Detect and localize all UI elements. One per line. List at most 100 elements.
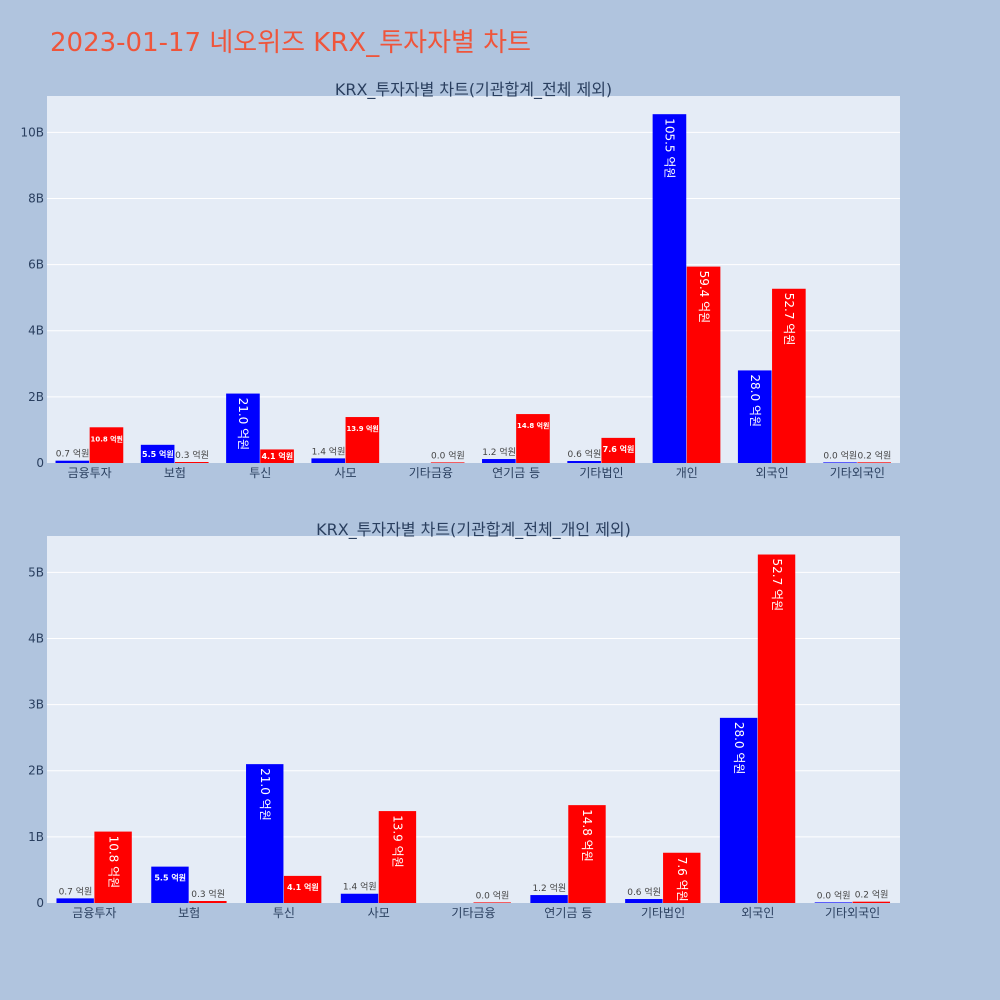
y-tick-label: 5B [28, 565, 44, 579]
bar [260, 449, 294, 463]
x-tick-label: 기타외국인 [830, 466, 885, 480]
bar [852, 901, 891, 903]
bar-value-label: 59.4 억원 [697, 271, 711, 324]
x-tick-label: 사모 [368, 906, 390, 920]
bar-value-label: 13.9 억원 [346, 424, 378, 433]
bar-value-label: 1.2 억원 [482, 446, 516, 458]
bar [652, 114, 687, 463]
x-tick-label: 연기금 등 [544, 906, 592, 920]
bar-value-label: 52.7 억원 [770, 559, 784, 612]
bar-value-label: 0.3 억원 [175, 449, 209, 461]
bar [378, 811, 417, 903]
y-tick-label: 6B [28, 258, 44, 272]
bar [340, 893, 379, 903]
bar-value-label: 0.3 억원 [191, 888, 225, 900]
bar [530, 895, 568, 903]
y-tick-label: 2B [28, 764, 44, 778]
bar-value-label: 0.7 억원 [56, 448, 90, 460]
x-tick-label: 금융투자 [68, 466, 112, 480]
y-tick-label: 3B [28, 698, 44, 712]
bar-value-label: 0.2 억원 [855, 889, 889, 901]
bar-value-label: 1.4 억원 [343, 881, 377, 893]
bar-value-label: 0.0 억원 [431, 449, 465, 461]
x-tick-label: 외국인 [741, 906, 774, 920]
bar-value-label: 10.8 억원 [106, 836, 120, 889]
bar [719, 717, 758, 903]
bar-value-label: 7.6 억원 [603, 444, 635, 454]
y-tick-label: 0 [36, 456, 44, 470]
bar-value-label: 5.5 억원 [154, 873, 186, 883]
bar-value-label: 14.8 억원 [580, 809, 594, 862]
bar-value-label: 10.8 억원 [91, 434, 123, 443]
bar-value-label: 1.2 억원 [532, 882, 566, 894]
bar [140, 444, 175, 463]
x-tick-label: 투신 [249, 466, 271, 480]
bar-value-label: 28.0 억원 [748, 374, 762, 427]
bar [625, 899, 663, 903]
bar [757, 554, 796, 903]
bar [814, 902, 853, 903]
x-tick-label: 보험 [164, 466, 186, 480]
x-tick-label: 개인 [676, 466, 698, 480]
bar-value-label: 0.2 억원 [858, 449, 892, 461]
bar [246, 764, 284, 903]
bar-value-label: 0.0 억원 [476, 889, 510, 901]
page-title: 2023-01-17 네오위즈 KRX_투자자별 차트 [50, 28, 532, 58]
y-tick-label: 1B [28, 830, 44, 844]
bar-value-label: 0.7 억원 [59, 885, 93, 897]
bar [772, 288, 806, 463]
x-tick-label: 기타외국인 [825, 906, 880, 920]
chart-title: KRX_투자자별 차트(기관합계_전체 제외) [335, 80, 612, 100]
bar [430, 462, 465, 463]
bar [311, 458, 346, 463]
bar-value-label: 0.6 억원 [627, 886, 661, 898]
bar [473, 902, 511, 903]
bar [151, 866, 189, 903]
x-tick-label: 보험 [178, 906, 200, 920]
bar-value-label: 105.5 억원 [663, 118, 677, 178]
y-tick-label: 10B [20, 125, 44, 139]
bar [737, 370, 772, 463]
bar [345, 417, 380, 463]
y-tick-label: 8B [28, 191, 44, 205]
bar [516, 414, 550, 463]
bar [823, 462, 857, 463]
y-tick-label: 0 [36, 896, 44, 910]
bar-value-label: 13.9 억원 [391, 815, 405, 868]
bar [686, 266, 721, 463]
chart-2: KRX_투자자별 차트(기관합계_전체_개인 제외) 0 1B 2B 3B 4B 5B 금융투… [28, 520, 900, 920]
bar [567, 461, 601, 463]
x-tick-label: 금융투자 [72, 906, 116, 920]
x-tick-label: 투신 [273, 906, 295, 920]
bar [94, 831, 132, 903]
bar [226, 393, 260, 463]
x-tick-label: 외국인 [755, 466, 788, 480]
bar-value-label: 4.1 억원 [261, 451, 293, 461]
bar [482, 459, 516, 463]
x-tick-label: 연기금 등 [492, 466, 540, 480]
bar [568, 805, 606, 903]
bar-value-label: 0.0 억원 [817, 889, 851, 901]
bar [601, 437, 636, 463]
bar-value-label: 21.0 억원 [258, 768, 272, 821]
bar-value-label: 21.0 억원 [236, 398, 250, 451]
x-tick-label: 기타법인 [579, 466, 623, 480]
bar-value-label: 5.5 억원 [142, 449, 174, 459]
bar [663, 852, 701, 903]
bar [89, 427, 124, 463]
bar [174, 462, 209, 463]
bar [189, 901, 227, 903]
y-tick-label: 4B [28, 324, 44, 338]
bar-value-label: 1.4 억원 [312, 445, 346, 457]
x-tick-label: 기타법인 [641, 906, 685, 920]
bar-value-label: 4.1 억원 [287, 882, 319, 892]
bar [56, 898, 94, 903]
y-tick-label: 4B [28, 631, 44, 645]
bar-value-label: 14.8 억원 [517, 421, 549, 430]
bar-value-label: 0.0 억원 [823, 449, 857, 461]
x-tick-label: 사모 [335, 466, 357, 480]
bar-value-label: 28.0 억원 [732, 722, 746, 775]
bar [55, 460, 90, 463]
chart-title: KRX_투자자별 차트(기관합계_전체_개인 제외) [316, 520, 631, 540]
